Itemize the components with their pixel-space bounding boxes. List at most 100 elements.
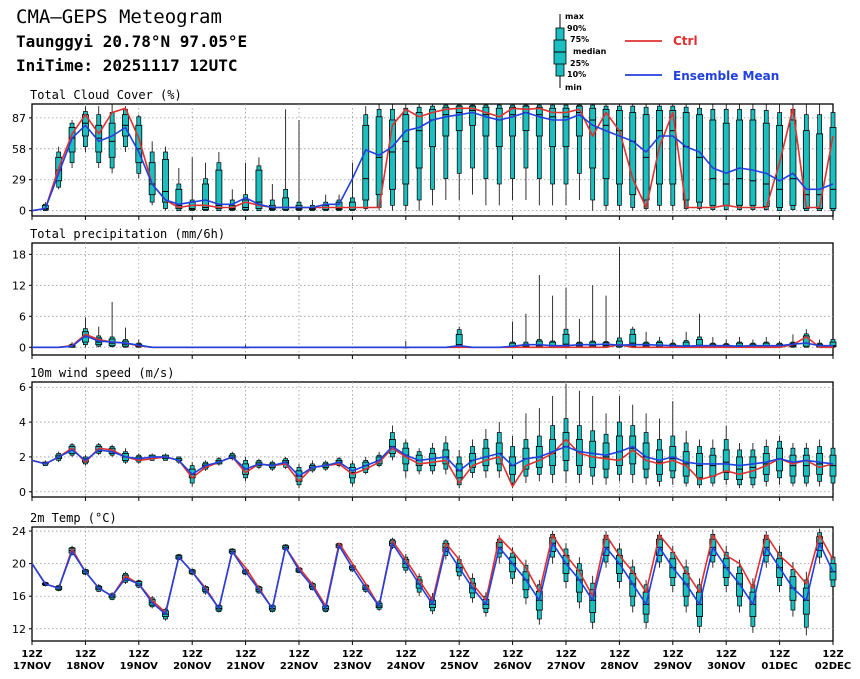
box-25-75 <box>255 169 263 209</box>
y-tick-label: 29 <box>12 174 26 187</box>
ensemble-box <box>482 429 490 478</box>
legend-box-label: min <box>565 83 582 92</box>
y-tick-label: 0 <box>19 341 26 354</box>
ensemble-box <box>535 104 543 206</box>
ensemble-box <box>549 295 557 348</box>
box-25-75 <box>629 112 637 196</box>
ensemble-box <box>616 395 623 482</box>
ensemble-box <box>575 318 583 348</box>
x-tick-label-date: 19NOV <box>120 661 159 672</box>
ensemble-box <box>202 162 209 212</box>
box-10-90 <box>443 104 449 180</box>
ensemble-box <box>602 104 610 211</box>
box-25-75 <box>722 122 730 206</box>
panel-title: 2m Temp (°C) <box>30 511 117 525</box>
ensemble-box <box>108 301 116 348</box>
x-tick-label-hour: 12Z <box>822 649 843 660</box>
box-25-75 <box>629 333 637 347</box>
box-25-75 <box>682 112 690 201</box>
box-25-75 <box>589 589 597 613</box>
ensemble-box <box>709 104 717 211</box>
ensemble-box <box>442 104 450 200</box>
x-tick-label-hour: 12Z <box>555 649 576 660</box>
ensemble-box <box>362 106 370 211</box>
x-tick-label-date: 01DEC <box>761 661 797 672</box>
ensemble-box <box>589 104 597 211</box>
panel-2: 10m wind speed (m/s) 0 2 4 6 <box>19 366 837 501</box>
x-tick-label-date: 30NOV <box>707 661 746 672</box>
ensemble-box <box>135 114 143 179</box>
x-tick-label-date: 18NOV <box>66 661 105 672</box>
box-25-75 <box>469 105 476 126</box>
box-25-75 <box>429 108 436 148</box>
box-25-75 <box>802 335 810 347</box>
box-10-90 <box>576 104 582 174</box>
x-tick-label-hour: 12Z <box>662 649 683 660</box>
ensemble-box <box>642 104 650 211</box>
box-25-75 <box>762 122 770 207</box>
ensemble-box <box>575 390 583 484</box>
ensemble-box <box>602 295 610 348</box>
legend-box-label: 75% <box>570 35 589 44</box>
x-tick-label-hour: 12Z <box>395 649 416 660</box>
box-25-75 <box>549 107 557 148</box>
box-25-75 <box>802 587 810 615</box>
y-tick-label: 20 <box>12 558 26 571</box>
legend-box-label: median <box>573 47 607 56</box>
y-tick-label: 6 <box>19 381 26 394</box>
ensemble-box <box>255 157 263 212</box>
ensemble-box <box>282 109 290 212</box>
ensemble-box <box>762 104 770 211</box>
ensemble-box <box>482 104 490 206</box>
x-tick-label-hour: 12Z <box>502 649 523 660</box>
box-10-90 <box>523 104 529 169</box>
box-25-75 <box>669 110 677 185</box>
box-25-75 <box>242 199 250 210</box>
box-25-75 <box>736 456 743 480</box>
ensemble-box <box>602 413 610 485</box>
ensemble-box <box>709 439 717 487</box>
box-25-75 <box>162 159 169 203</box>
ensemble-box <box>722 425 730 485</box>
ensemble-box <box>495 422 503 478</box>
ensemble-box <box>295 120 303 212</box>
panel-title: 10m wind speed (m/s) <box>30 366 175 380</box>
box-10-90 <box>536 104 542 180</box>
box-25-75 <box>602 442 610 470</box>
ensemble-box <box>829 442 837 487</box>
legend-box-label: 25% <box>570 59 589 68</box>
ensemble-box <box>509 104 517 200</box>
box-25-75 <box>722 449 730 474</box>
ensemble-box <box>469 104 476 195</box>
y-tick-label: 12 <box>12 623 26 636</box>
box-25-75 <box>509 106 517 137</box>
y-tick-label: 4 <box>19 416 26 429</box>
ensemble-mean-line <box>31 111 834 212</box>
ensemble-box <box>802 104 810 212</box>
header-title: CMA—GEPS Meteogram <box>16 6 222 28</box>
box-25-75 <box>709 119 717 206</box>
y-tick-label: 0 <box>19 486 26 499</box>
ensemble-box <box>122 327 129 348</box>
ensemble-box <box>616 246 623 348</box>
ensemble-box <box>95 326 103 348</box>
ensemble-box <box>455 104 463 200</box>
ensemble-box <box>82 106 89 152</box>
ensemble-box <box>589 575 597 629</box>
panel-3: 2m Temp (°C) 12 16 20 24 <box>12 511 837 645</box>
ensemble-box <box>389 104 396 211</box>
ensemble-box <box>629 404 637 484</box>
x-tick-label-hour: 12Z <box>769 649 790 660</box>
box-25-75 <box>816 133 824 209</box>
y-tick-label: 18 <box>12 248 26 261</box>
box-10-90 <box>510 104 515 180</box>
box-25-75 <box>202 183 209 211</box>
y-tick-label: 6 <box>19 310 26 323</box>
ensemble-box <box>535 408 543 482</box>
x-tick-label-date: 21NOV <box>226 661 265 672</box>
panel-title: Total Cloud Cover (%) <box>30 88 182 102</box>
x-tick-label-date: 29NOV <box>654 661 693 672</box>
ensemble-box <box>415 448 423 475</box>
box-25-75 <box>535 106 543 137</box>
